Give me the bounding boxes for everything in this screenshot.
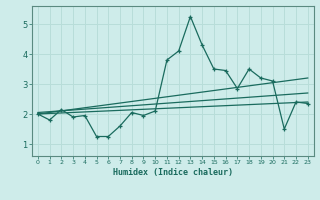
- X-axis label: Humidex (Indice chaleur): Humidex (Indice chaleur): [113, 168, 233, 177]
